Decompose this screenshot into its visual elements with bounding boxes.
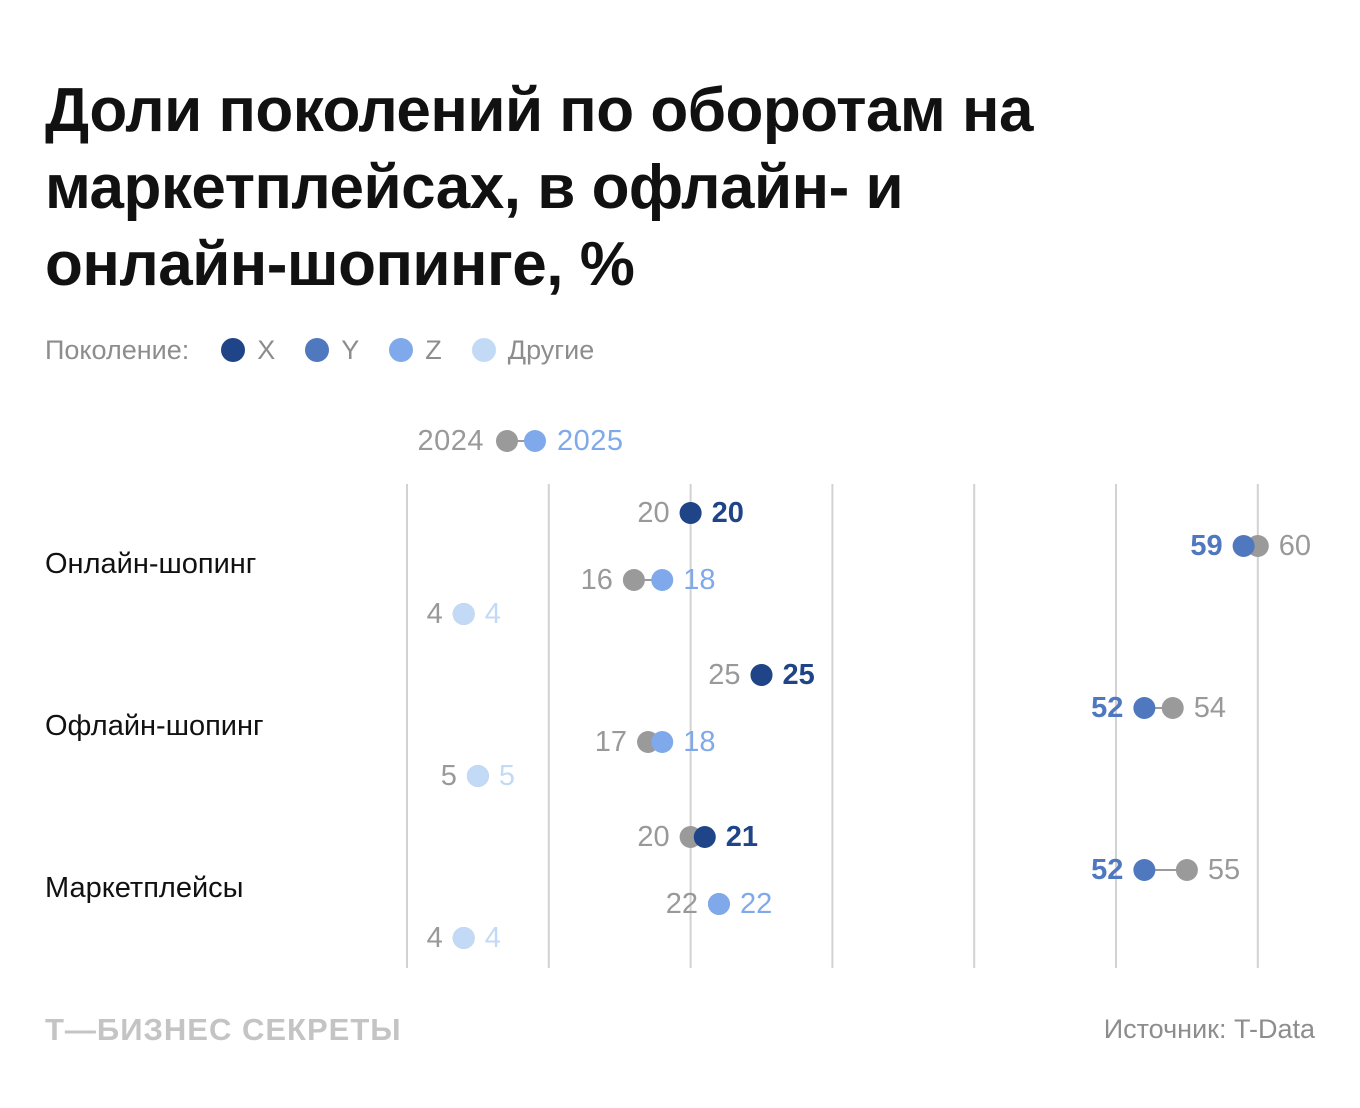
value-label-right-marketplaces-y: 55 <box>1208 854 1240 886</box>
legend-text-other: Другие <box>507 334 595 365</box>
point-2025-offline-other <box>466 765 489 787</box>
legend-label: Поколение: <box>45 334 190 365</box>
value-label-right-offline-y: 54 <box>1194 692 1226 724</box>
legend-text-x: X <box>257 334 276 365</box>
value-label-left-marketplaces-other: 4 <box>427 922 443 954</box>
year-key-dot-from <box>496 430 518 452</box>
legend-text-y: Y <box>341 334 360 365</box>
value-label-right-marketplaces-other: 4 <box>485 922 501 954</box>
point-2025-online-z <box>651 569 674 591</box>
value-label-right-offline-z: 18 <box>683 726 715 758</box>
value-label-right-offline-x: 25 <box>783 659 815 691</box>
value-label-left-offline-z: 17 <box>595 726 627 758</box>
value-label-left-online-y: 59 <box>1190 530 1222 562</box>
source-note: Источник: T-Data <box>1103 1014 1315 1044</box>
value-label-right-marketplaces-z: 22 <box>740 888 772 920</box>
value-label-left-online-z: 16 <box>581 564 613 596</box>
year-key-dot-to <box>524 430 546 452</box>
category-label-online: Онлайн-шопинг <box>45 548 256 580</box>
value-label-left-online-x: 20 <box>637 497 669 529</box>
legend: Поколение: X Y Z Другие <box>45 334 624 366</box>
point-2025-online-x <box>679 502 702 524</box>
value-label-left-marketplaces-x: 20 <box>637 821 669 853</box>
value-label-left-offline-other: 5 <box>441 760 457 792</box>
point-2025-marketplaces-z <box>707 893 730 915</box>
point-2024-marketplaces-y <box>1175 859 1198 881</box>
brand-logo: Т—БИЗНЕС СЕКРЕТЫ <box>45 1012 402 1047</box>
point-2024-online-z <box>622 569 645 591</box>
legend-dot-x <box>221 338 246 362</box>
legend-item-x: X <box>221 335 275 366</box>
value-label-left-marketplaces-y: 52 <box>1091 854 1123 886</box>
value-label-right-online-y: 60 <box>1279 530 1311 562</box>
point-2025-offline-y <box>1133 697 1156 719</box>
category-label-offline: Офлайн-шопинг <box>45 710 264 742</box>
value-label-left-marketplaces-z: 22 <box>666 888 698 920</box>
legend-dot-other <box>471 338 496 362</box>
point-2025-online-other <box>452 603 475 625</box>
value-label-right-marketplaces-x: 21 <box>726 821 758 853</box>
legend-dot-y <box>305 338 330 362</box>
point-2025-marketplaces-other <box>452 927 475 949</box>
legend-text-z: Z <box>425 334 442 365</box>
value-label-right-online-z: 18 <box>683 564 715 596</box>
year-key-from-label: 2024 <box>417 425 484 457</box>
value-label-right-online-x: 20 <box>712 497 744 529</box>
point-2025-offline-z <box>651 731 674 753</box>
legend-item-other: Другие <box>471 334 595 366</box>
legend-item-y: Y <box>305 335 359 366</box>
year-key-to-label: 2025 <box>557 425 624 457</box>
legend-dot-z <box>389 338 414 362</box>
point-2024-offline-y <box>1161 697 1184 719</box>
value-label-right-offline-other: 5 <box>499 760 515 792</box>
value-label-left-offline-x: 25 <box>708 659 740 691</box>
chart-title: Доли поколений по оборотам на маркетплей… <box>45 76 1033 299</box>
value-label-left-offline-y: 52 <box>1091 692 1123 724</box>
point-2025-online-y <box>1232 535 1255 557</box>
point-2025-marketplaces-y <box>1133 859 1156 881</box>
value-label-left-online-other: 4 <box>427 598 443 630</box>
category-label-marketplaces: Маркетплейсы <box>45 872 244 904</box>
point-2025-marketplaces-x <box>693 826 716 848</box>
point-2025-offline-x <box>750 664 773 686</box>
value-label-right-online-other: 4 <box>485 598 501 630</box>
legend-item-z: Z <box>389 335 442 366</box>
